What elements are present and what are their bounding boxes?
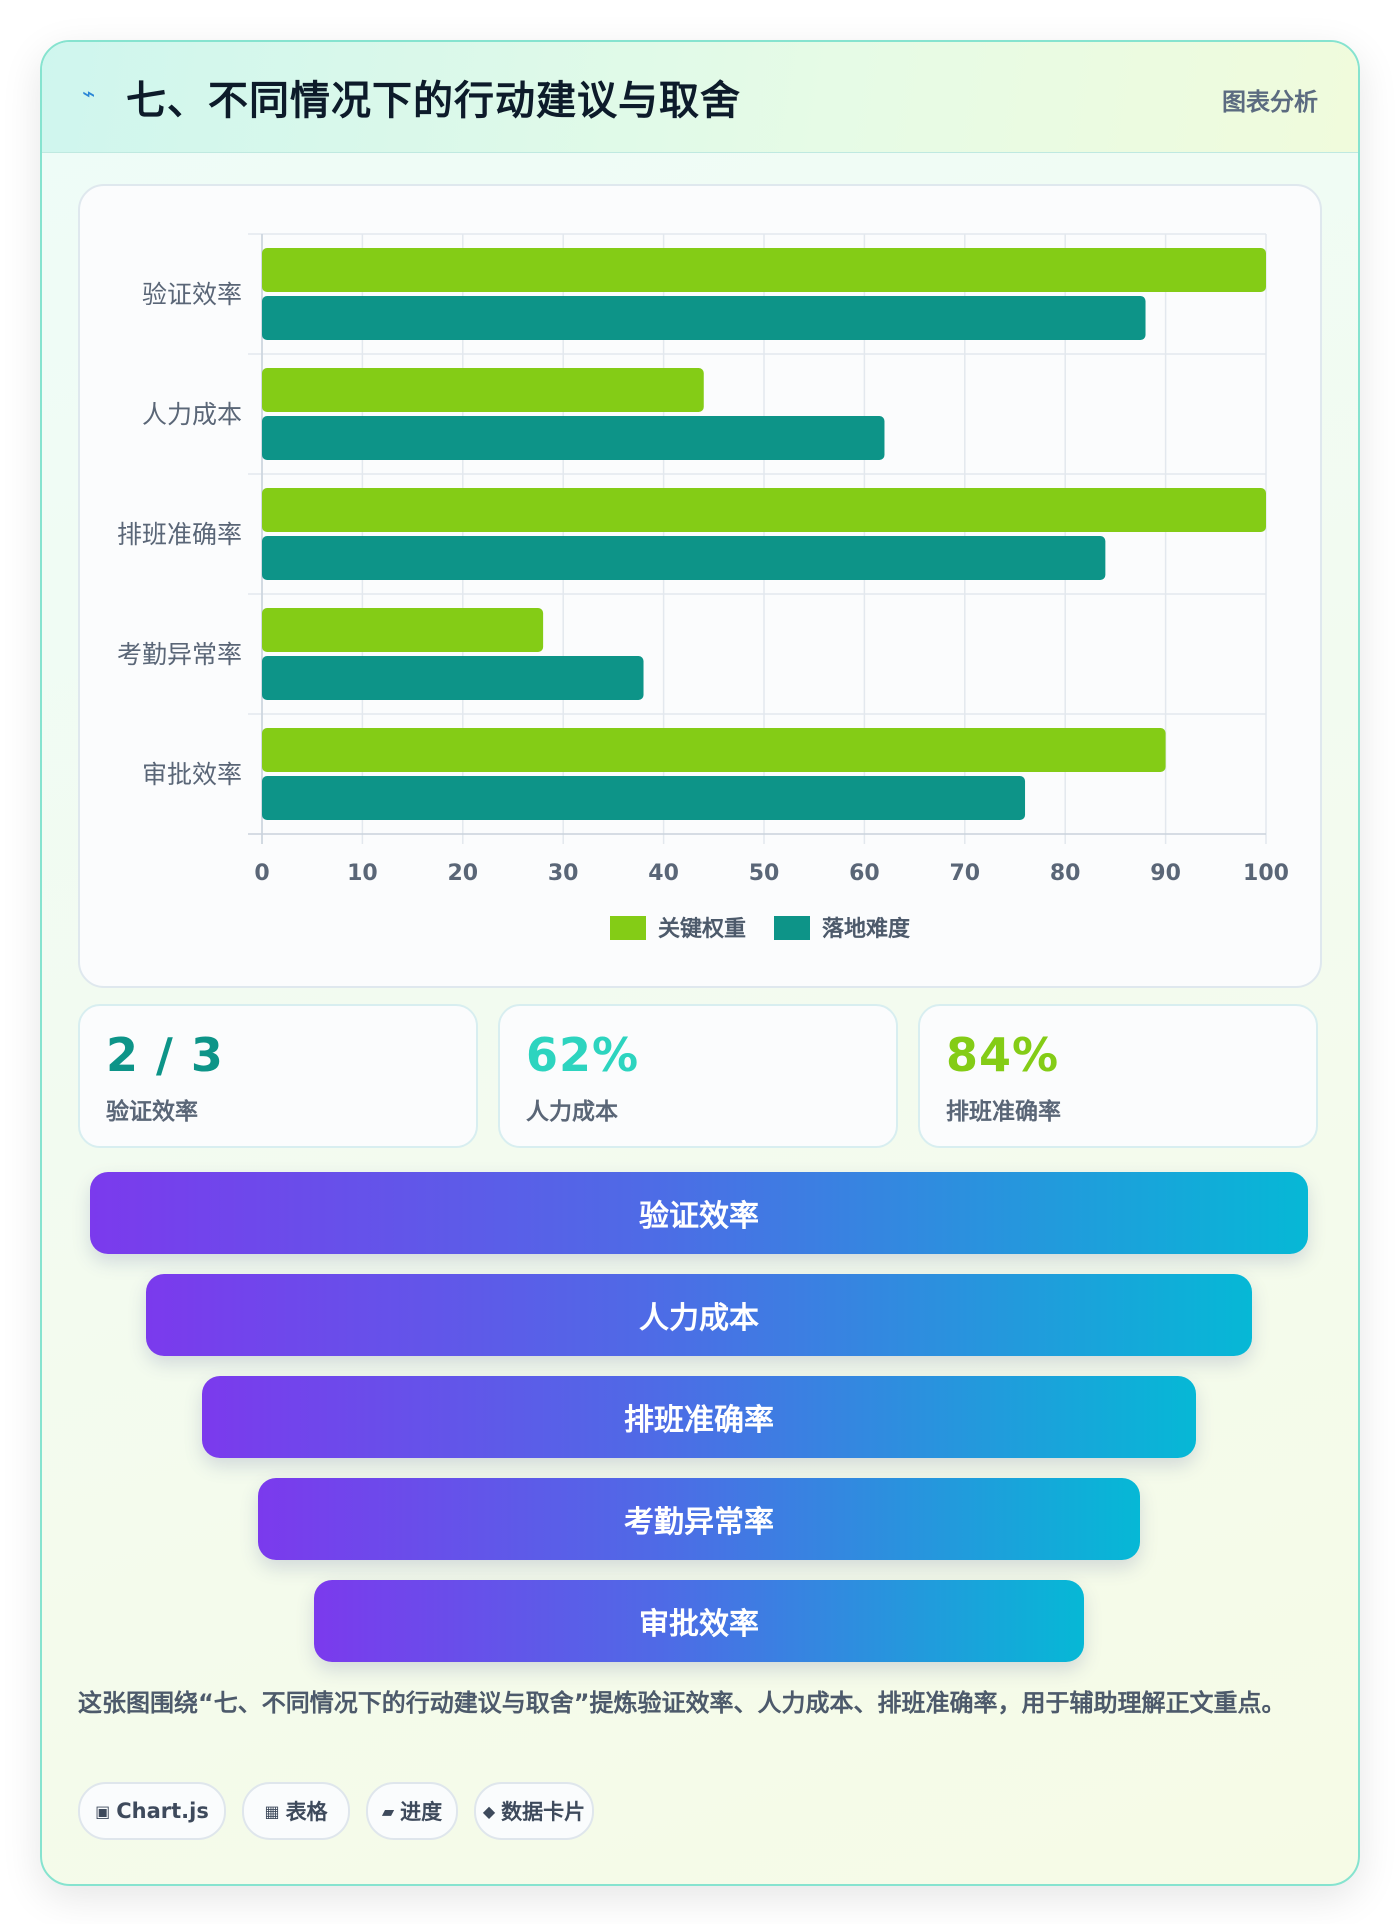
chip-table[interactable]: ▦ 表格 bbox=[242, 1782, 350, 1840]
funnel-step: 验证效率 bbox=[90, 1172, 1308, 1254]
chart-bar bbox=[262, 728, 1166, 772]
lightning-icon: ⌁ bbox=[82, 82, 96, 107]
x-tick-label: 40 bbox=[648, 861, 679, 886]
chip-data-card[interactable]: ◆ 数据卡片 bbox=[474, 1782, 594, 1840]
x-tick-label: 60 bbox=[849, 861, 880, 886]
diamond-icon: ◆ bbox=[482, 1801, 496, 1821]
stat-card: 2 / 3 验证效率 bbox=[78, 1004, 478, 1148]
stat-cards: 2 / 3 验证效率 62% 人力成本 84% 排班准确率 bbox=[78, 1004, 1318, 1148]
stat-label: 排班准确率 bbox=[946, 1099, 1061, 1125]
chart-icon: ▣ bbox=[95, 1801, 111, 1821]
funnel: 验证效率 人力成本 排班准确率 考勤异常率 审批效率 bbox=[42, 1172, 1358, 1672]
legend-label: 关键权重 bbox=[658, 916, 746, 942]
page-title: 七、不同情况下的行动建议与取舍 bbox=[126, 78, 741, 124]
chip-progress[interactable]: ▰ 进度 bbox=[366, 1782, 458, 1840]
chart-bar bbox=[262, 416, 885, 460]
funnel-step: 审批效率 bbox=[314, 1580, 1084, 1662]
legend-label: 落地难度 bbox=[822, 916, 911, 942]
stat-value: 62% bbox=[526, 1028, 640, 1082]
chart-bar bbox=[262, 776, 1026, 820]
x-tick-label: 20 bbox=[447, 861, 478, 886]
x-tick-label: 30 bbox=[548, 861, 579, 886]
chip-label: 进度 bbox=[400, 1800, 443, 1824]
funnel-step: 排班准确率 bbox=[202, 1376, 1196, 1458]
chip-label: 数据卡片 bbox=[501, 1800, 586, 1824]
x-tick-label: 100 bbox=[1243, 861, 1289, 886]
funnel-step: 人力成本 bbox=[146, 1274, 1252, 1356]
chart-panel: 验证效率人力成本排班准确率考勤异常率审批效率 0 10 20 30 40 50 60 70 80 9… bbox=[78, 184, 1322, 988]
chart-bar bbox=[262, 656, 644, 700]
x-tick-label: 10 bbox=[347, 861, 378, 886]
stat-label: 验证效率 bbox=[106, 1099, 198, 1125]
y-tick-label: 考勤异常率 bbox=[117, 640, 242, 669]
chart-description: 这张图围绕“七、不同情况下的行动建议与取舍”提炼验证效率、人力成本、排班准确率，… bbox=[78, 1689, 1286, 1717]
header-tag: 图表分析 bbox=[1222, 88, 1318, 116]
chart-bar bbox=[262, 296, 1146, 340]
stat-label: 人力成本 bbox=[526, 1099, 618, 1125]
stat-card: 84% 排班准确率 bbox=[918, 1004, 1318, 1148]
chart-bar bbox=[262, 536, 1106, 580]
legend-swatch bbox=[774, 916, 810, 940]
chip-chartjs[interactable]: ▣ Chart.js bbox=[78, 1782, 226, 1840]
chip-label: Chart.js bbox=[116, 1799, 209, 1823]
y-tick-label: 验证效率 bbox=[142, 280, 242, 309]
funnel-step: 考勤异常率 bbox=[258, 1478, 1140, 1560]
x-tick-label: 70 bbox=[949, 861, 980, 886]
table-icon: ▦ bbox=[264, 1801, 280, 1821]
chart-bar bbox=[262, 368, 704, 412]
card-header: ⌁ 七、不同情况下的行动建议与取舍 图表分析 bbox=[42, 42, 1358, 153]
stat-value: 2 / 3 bbox=[106, 1028, 224, 1082]
x-tick-label: 50 bbox=[749, 861, 780, 886]
chart-bar bbox=[262, 488, 1266, 532]
y-tick-label: 人力成本 bbox=[142, 400, 242, 429]
x-tick-label: 90 bbox=[1150, 861, 1181, 886]
x-tick-label: 0 bbox=[254, 861, 269, 886]
stat-value: 84% bbox=[946, 1028, 1060, 1082]
chart-card: ⌁ 七、不同情况下的行动建议与取舍 图表分析 验证效率 人力成本 排班准确率 考勤异常… bbox=[40, 40, 1360, 1886]
legend-swatch bbox=[610, 916, 646, 940]
y-tick-label: 审批效率 bbox=[142, 760, 242, 789]
chip-label: 表格 bbox=[285, 1800, 328, 1824]
x-tick-label: 80 bbox=[1050, 861, 1081, 886]
chart-bar bbox=[262, 608, 544, 652]
y-tick-label: 排班准确率 bbox=[117, 520, 242, 549]
chart-bar bbox=[262, 248, 1266, 292]
stat-card: 62% 人力成本 bbox=[498, 1004, 898, 1148]
progress-icon: ▰ bbox=[381, 1801, 395, 1821]
